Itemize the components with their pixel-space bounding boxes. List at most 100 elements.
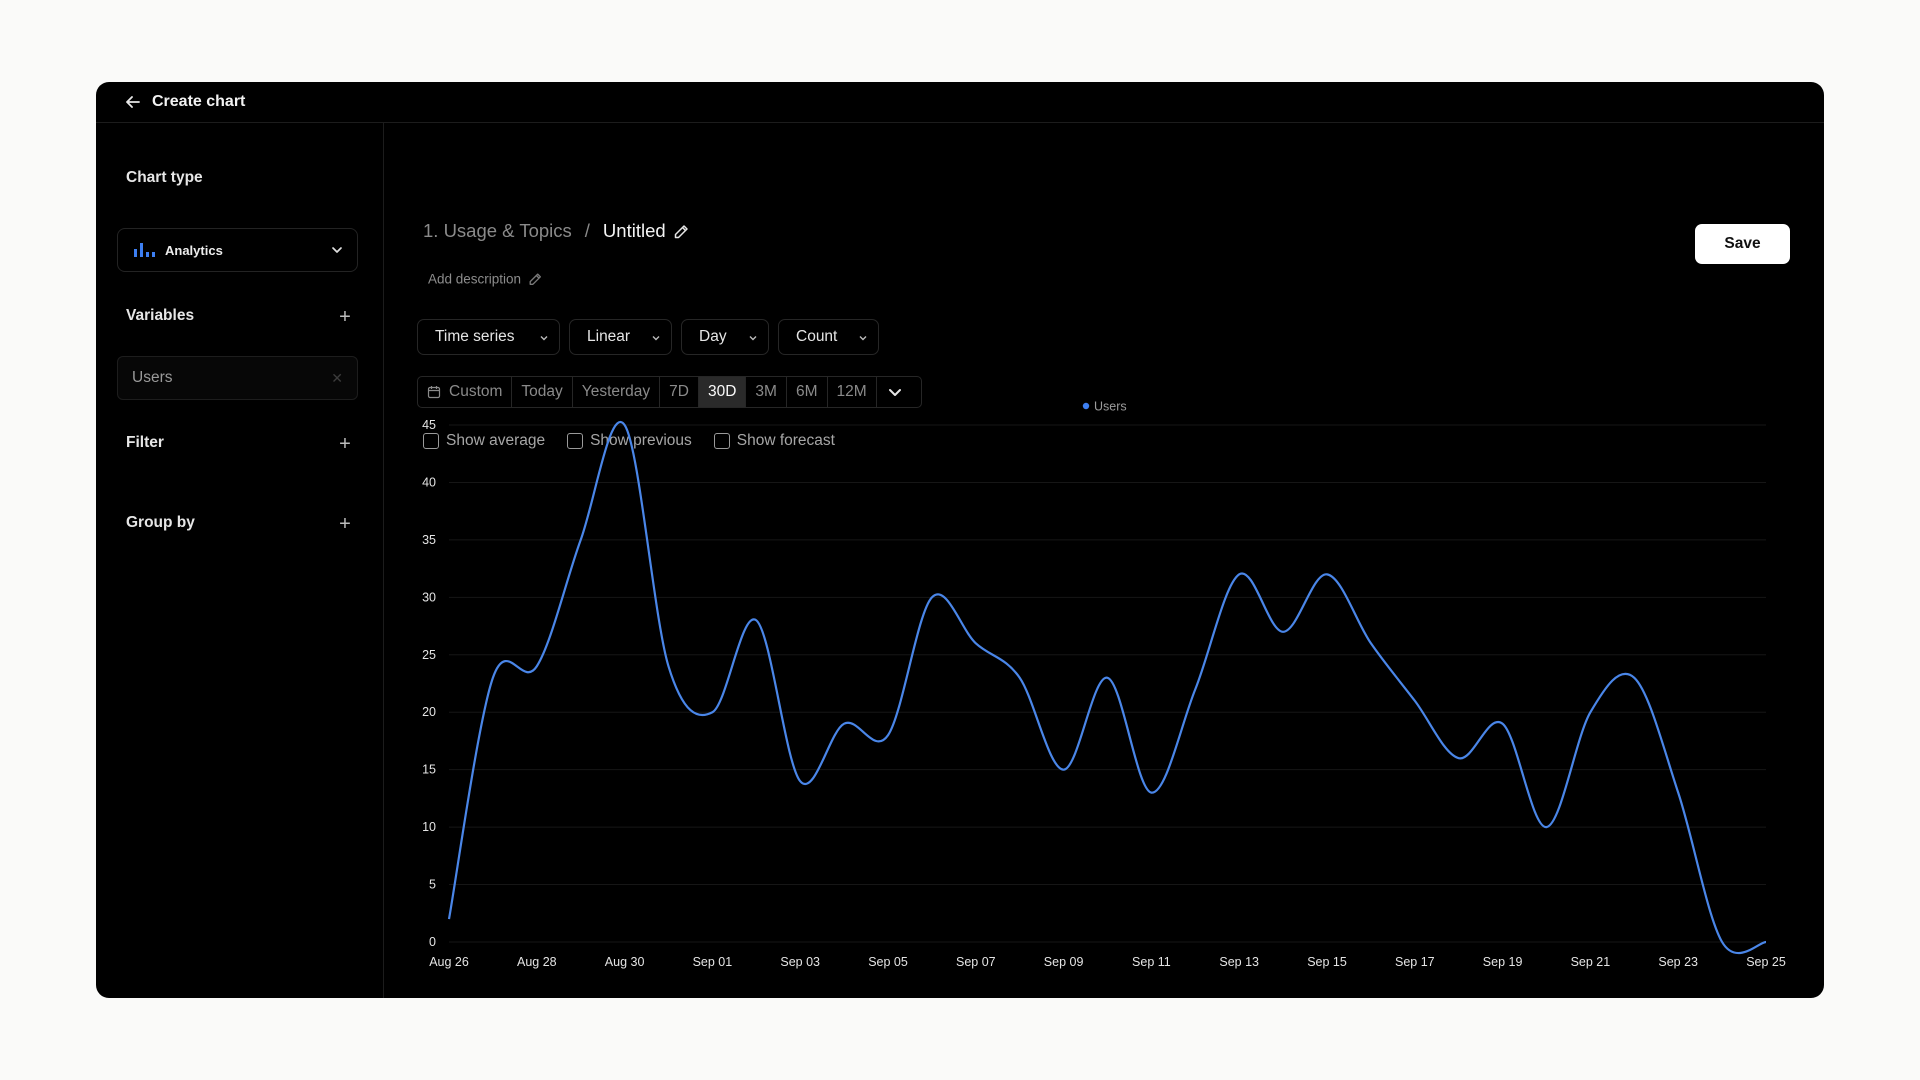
add-group-by-icon[interactable]: + <box>339 513 351 535</box>
calendar-icon <box>427 386 441 399</box>
y-tick-label: 20 <box>422 705 436 719</box>
scale-value: Linear <box>587 328 631 345</box>
x-tick-label: Sep 09 <box>1044 955 1084 969</box>
range-today[interactable]: Today <box>512 377 573 407</box>
data-point <box>887 734 889 736</box>
range-custom[interactable]: Custom <box>418 377 513 407</box>
data-point <box>1589 711 1591 713</box>
x-tick-label: Sep 05 <box>868 955 908 969</box>
pencil-icon <box>529 273 542 285</box>
checkbox-box[interactable] <box>567 433 584 449</box>
data-point <box>1765 941 1767 943</box>
data-point <box>843 723 845 725</box>
checkbox-box[interactable] <box>423 433 439 449</box>
x-tick-label: Sep 07 <box>956 955 996 969</box>
show-forecast-checkbox[interactable]: Show forecast <box>713 432 835 450</box>
x-tick-label: Sep 13 <box>1219 955 1259 969</box>
y-tick-label: 30 <box>422 590 436 604</box>
x-tick-label: Sep 23 <box>1658 955 1698 969</box>
add-filter-icon[interactable]: + <box>339 433 351 455</box>
close-icon[interactable]: ✕ <box>331 370 343 386</box>
range-7d[interactable]: 7D <box>660 377 699 407</box>
group-by-heading: Group by <box>126 514 195 531</box>
window-title: Create chart <box>152 93 246 110</box>
series-line-users <box>447 421 1767 955</box>
x-tick-label: Sep 19 <box>1483 955 1523 969</box>
data-point <box>492 677 494 679</box>
y-tick-label: 15 <box>422 763 436 777</box>
chevron-down-icon <box>749 336 757 341</box>
data-point <box>975 642 977 644</box>
add-description-link[interactable]: Add description <box>428 272 543 287</box>
aggregation-value: Count <box>796 328 838 345</box>
data-point <box>1238 573 1240 575</box>
y-tick-label: 25 <box>422 648 436 662</box>
data-point <box>1414 700 1416 702</box>
back-arrow-icon[interactable] <box>124 93 142 111</box>
data-point <box>1458 757 1460 759</box>
interval-value: Day <box>699 328 727 345</box>
range-yesterday[interactable]: Yesterday <box>573 377 661 407</box>
scale-dropdown[interactable]: Linear <box>569 319 672 355</box>
chart-type-heading: Chart type <box>126 169 203 186</box>
breadcrumb-separator: / <box>584 220 590 241</box>
range-6m[interactable]: 6M <box>787 377 828 407</box>
x-tick-label: Sep 25 <box>1746 955 1786 969</box>
show-previous-label: Show previous <box>590 432 692 449</box>
data-point <box>931 596 933 598</box>
range-more-dropdown[interactable] <box>877 377 921 407</box>
data-point <box>1194 688 1196 690</box>
legend-label: Users <box>1094 400 1127 414</box>
date-range-selector: Custom Today Yesterday 7D 30D 3M 6M 12M <box>417 376 922 408</box>
filter-heading: Filter <box>126 434 164 451</box>
data-point <box>623 424 625 426</box>
chevron-down-icon <box>540 336 548 341</box>
show-average-checkbox[interactable]: Show average <box>423 432 545 450</box>
main-panel: 1. Usage & Topics / Untitled Add descrip… <box>385 123 1824 998</box>
data-point <box>667 665 669 667</box>
legend-marker <box>1082 402 1090 410</box>
data-point <box>1019 677 1021 679</box>
save-button[interactable]: Save <box>1695 224 1790 264</box>
pencil-icon[interactable] <box>673 223 690 240</box>
range-3m[interactable]: 3M <box>746 377 787 407</box>
x-tick-label: Sep 17 <box>1395 955 1435 969</box>
chevron-down-icon <box>652 336 660 341</box>
breadcrumb-parent[interactable]: 1. Usage & Topics <box>423 220 572 241</box>
add-variable-icon[interactable]: + <box>339 306 351 328</box>
x-tick-label: Aug 30 <box>605 955 645 969</box>
chevron-down-icon <box>332 247 342 253</box>
chevron-down-icon <box>888 389 901 396</box>
data-point <box>1326 573 1328 575</box>
x-tick-label: Sep 11 <box>1132 955 1171 969</box>
chart-mode-dropdown[interactable]: Time series <box>417 319 560 355</box>
range-30d[interactable]: 30D <box>698 377 747 407</box>
y-tick-label: 0 <box>429 935 436 949</box>
y-tick-label: 40 <box>422 475 436 489</box>
add-description-label: Add description <box>428 271 522 287</box>
data-point <box>1501 723 1503 725</box>
display-options: Show average Show previous Show forecast <box>423 432 857 450</box>
variables-heading: Variables <box>126 307 195 324</box>
checkbox-box[interactable] <box>713 433 730 449</box>
x-tick-label: Sep 21 <box>1571 955 1611 969</box>
x-tick-label: Sep 01 <box>693 955 733 969</box>
chart-type-select[interactable]: Analytics <box>117 228 358 272</box>
interval-dropdown[interactable]: Day <box>681 319 769 355</box>
x-tick-label: Aug 28 <box>517 955 557 969</box>
title-bar: Create chart <box>96 82 1824 123</box>
aggregation-dropdown[interactable]: Count <box>778 319 879 355</box>
chart-type-value: Analytics <box>165 242 223 258</box>
data-point <box>1370 642 1372 644</box>
data-point <box>1150 791 1152 793</box>
create-chart-window: Create chart Chart type Analytics Variab… <box>96 82 1824 998</box>
show-average-label: Show average <box>446 432 546 449</box>
range-12m[interactable]: 12M <box>828 377 877 407</box>
variable-chip-users[interactable]: Users ✕ <box>117 356 358 400</box>
data-point <box>1282 631 1284 633</box>
line-chart: 0 5 10 15 20 25 30 35 40 45 Aug 26 Aug 28 Aug 30 Sep … <box>422 400 1786 970</box>
chart-title[interactable]: Untitled <box>602 220 666 241</box>
show-previous-checkbox[interactable]: Show previous <box>567 432 692 450</box>
bar-chart-icon <box>134 243 155 257</box>
data-point <box>536 665 538 667</box>
